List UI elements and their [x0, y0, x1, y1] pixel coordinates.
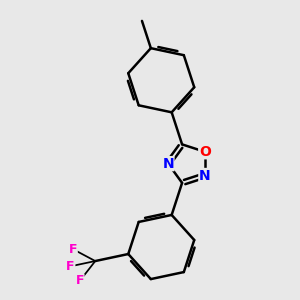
Text: F: F [69, 243, 77, 256]
Text: N: N [162, 157, 174, 171]
Text: N: N [199, 169, 211, 182]
Text: F: F [76, 274, 84, 287]
Text: F: F [66, 260, 75, 273]
Text: O: O [199, 145, 211, 159]
